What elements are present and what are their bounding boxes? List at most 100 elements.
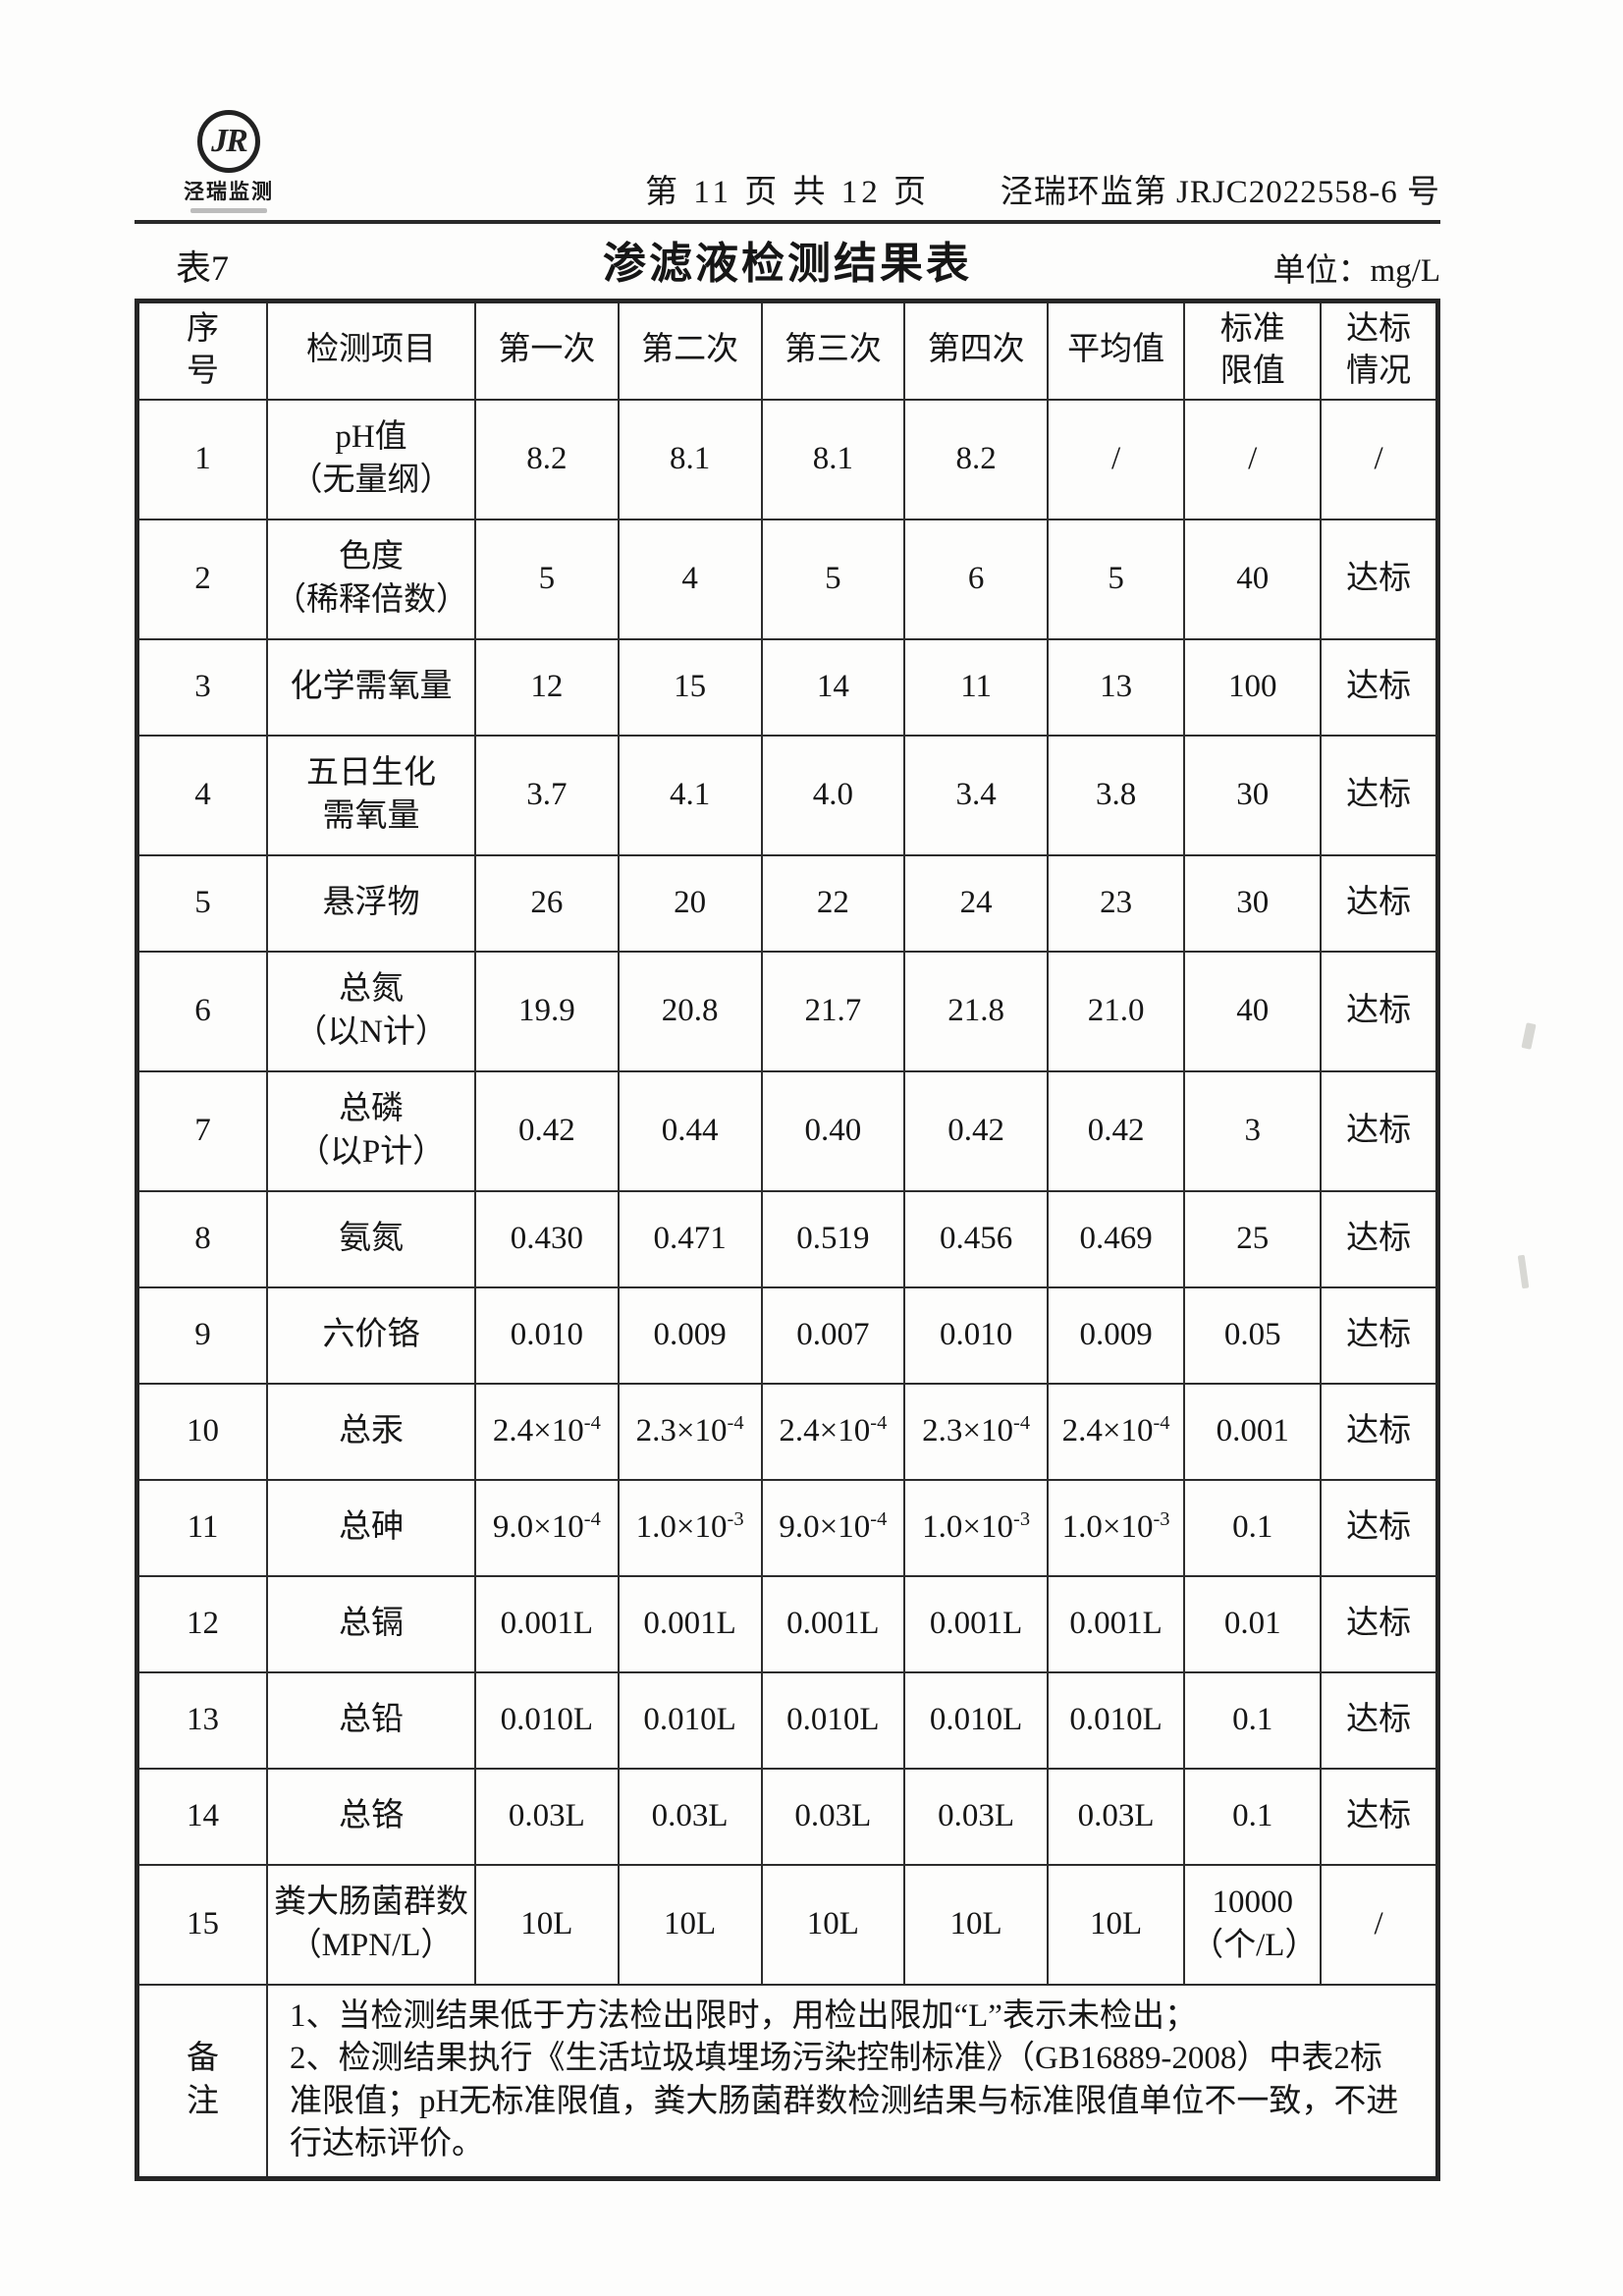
- cell-no: 11: [135, 1478, 268, 1577]
- cell-status: 达标: [1320, 1069, 1439, 1192]
- table-row: 3 化学需氧量 12 15 14 11 13 100 达标: [135, 637, 1439, 737]
- cell-v4: 10L: [903, 1863, 1049, 1986]
- cell-no: 1: [135, 398, 268, 520]
- cell-v2: 20.8: [617, 950, 763, 1072]
- cell-v4: 0.03L: [903, 1767, 1049, 1866]
- cell-limit: 0.01: [1183, 1574, 1323, 1673]
- cell-item: 悬浮物: [266, 853, 476, 953]
- table-row: 13 总铅 0.010L 0.010L 0.010L 0.010L 0.010L 0.1 达标: [135, 1670, 1439, 1770]
- cell-status: 达标: [1320, 950, 1439, 1072]
- cell-item: 总铅: [266, 1670, 476, 1770]
- cell-item: 色度 （稀释倍数）: [266, 518, 476, 640]
- col-header-test4: 第四次: [903, 300, 1049, 401]
- cell-v3: 0.001L: [760, 1574, 906, 1673]
- cell-v1: 0.010L: [474, 1670, 620, 1770]
- cell-avg: 3.8: [1046, 734, 1186, 856]
- cell-v3: 21.7: [760, 950, 906, 1072]
- cell-v1: 0.010: [474, 1285, 620, 1385]
- cell-status: 达标: [1320, 637, 1439, 737]
- remarks-line-2: 2、检测结果执行《生活垃圾填埋场污染控制标准》（GB16889-2008）中表2…: [290, 2041, 1399, 2162]
- cell-avg: 0.42: [1046, 1069, 1186, 1192]
- header-row: 序 号 检测项目 第一次 第二次 第三次 第四次 平均值 标准 限值 达标 情况: [135, 300, 1439, 401]
- remarks-content: 1、当检测结果低于方法检出限时，用检出限加“L”表示未检出； 2、检测结果执行《…: [266, 1983, 1439, 2180]
- cell-status: 达标: [1320, 1670, 1439, 1770]
- cell-status: 达标: [1320, 1382, 1439, 1481]
- cell-limit: 0.1: [1183, 1478, 1323, 1577]
- company-logo: JR 泾瑞监测: [170, 110, 288, 213]
- cell-avg: 0.009: [1046, 1285, 1186, 1385]
- cell-v4: 8.2: [903, 398, 1049, 520]
- cell-v3: 5: [760, 518, 906, 640]
- cell-limit: 0.001: [1183, 1382, 1323, 1481]
- cell-limit: 3: [1183, 1069, 1323, 1192]
- cell-avg: 0.001L: [1046, 1574, 1186, 1673]
- cell-limit: 0.1: [1183, 1767, 1323, 1866]
- cell-v2: 0.03L: [617, 1767, 763, 1866]
- cell-v4: 24: [903, 853, 1049, 953]
- cell-v3: 22: [760, 853, 906, 953]
- cell-no: 5: [135, 853, 268, 953]
- cell-v2: 4.1: [617, 734, 763, 856]
- col-header-test2: 第二次: [617, 300, 763, 401]
- cell-v1: 0.42: [474, 1069, 620, 1192]
- cell-status: /: [1320, 398, 1439, 520]
- cell-limit: 10000 （个/L）: [1183, 1863, 1323, 1986]
- cell-v3: 0.519: [760, 1189, 906, 1288]
- table-row: 8 氨氮 0.430 0.471 0.519 0.456 0.469 25 达标: [135, 1189, 1439, 1288]
- table-row: 14 总铬 0.03L 0.03L 0.03L 0.03L 0.03L 0.1 达标: [135, 1767, 1439, 1866]
- col-header-average: 平均值: [1046, 300, 1186, 401]
- cell-item: 总氮 （以N计）: [266, 950, 476, 1072]
- cell-item: 粪大肠菌群数 （MPN/L）: [266, 1863, 476, 1986]
- logo-monogram-icon: JR: [197, 110, 260, 173]
- table-row: 10 总汞 2.4×10-4 2.3×10-4 2.4×10-4 2.3×10-4 2.4×…: [135, 1382, 1439, 1481]
- cell-v4: 0.010: [903, 1285, 1049, 1385]
- cell-v3: 0.03L: [760, 1767, 906, 1866]
- cell-avg: 10L: [1046, 1863, 1186, 1986]
- cell-v2: 20: [617, 853, 763, 953]
- cell-item: pH值 （无量纲）: [266, 398, 476, 520]
- cell-avg: 13: [1046, 637, 1186, 737]
- cell-no: 3: [135, 637, 268, 737]
- page-number: 第 11 页 共 12 页: [644, 175, 931, 210]
- cell-v1: 10L: [474, 1863, 620, 1986]
- cell-v2: 15: [617, 637, 763, 737]
- cell-item: 五日生化 需氧量: [266, 734, 476, 856]
- table-row: 5 悬浮物 26 20 22 24 23 30 达标: [135, 853, 1439, 953]
- cell-limit: 0.05: [1183, 1285, 1323, 1385]
- cell-v3: 10L: [760, 1863, 906, 1986]
- page-content: JR 泾瑞监测 第 11 页 共 12 页 泾瑞环监第 JRJC2022558-…: [135, 0, 1440, 2181]
- cell-v3: 9.0×10-4: [760, 1478, 906, 1577]
- cell-v3: 0.007: [760, 1285, 906, 1385]
- table-label: 表7: [176, 248, 230, 288]
- cell-v2: 1.0×10-3: [617, 1478, 763, 1577]
- cell-v3: 8.1: [760, 398, 906, 520]
- cell-status: 达标: [1320, 1478, 1439, 1577]
- scan-artifact: [1521, 1022, 1537, 1050]
- cell-limit: 30: [1183, 853, 1323, 953]
- cell-item: 化学需氧量: [266, 637, 476, 737]
- cell-v2: 4: [617, 518, 763, 640]
- cell-item: 总汞: [266, 1382, 476, 1481]
- cell-v1: 0.001L: [474, 1574, 620, 1673]
- cell-item: 总磷 （以P计）: [266, 1069, 476, 1192]
- cell-v4: 21.8: [903, 950, 1049, 1072]
- document-number: 泾瑞环监第 JRJC2022558-6 号: [1000, 175, 1440, 210]
- cell-limit: 30: [1183, 734, 1323, 856]
- cell-avg: 0.010L: [1046, 1670, 1186, 1770]
- table-row: 9 六价铬 0.010 0.009 0.007 0.010 0.009 0.05 达标: [135, 1285, 1439, 1385]
- cell-item: 氨氮: [266, 1189, 476, 1288]
- cell-v2: 10L: [617, 1863, 763, 1986]
- page-header: JR 泾瑞监测 第 11 页 共 12 页 泾瑞环监第 JRJC2022558-…: [135, 0, 1440, 224]
- cell-v1: 12: [474, 637, 620, 737]
- cell-avg: 21.0: [1046, 950, 1186, 1072]
- cell-v4: 0.001L: [903, 1574, 1049, 1673]
- cell-status: 达标: [1320, 853, 1439, 953]
- logo-microtext: [190, 208, 267, 213]
- table-row: 1 pH值 （无量纲） 8.2 8.1 8.1 8.2// /: [135, 398, 1439, 520]
- cell-status: 达标: [1320, 1574, 1439, 1673]
- cell-avg: 5: [1046, 518, 1186, 640]
- cell-no: 15: [135, 1863, 268, 1986]
- cell-v1: 9.0×10-4: [474, 1478, 620, 1577]
- cell-item: 总镉: [266, 1574, 476, 1673]
- cell-v4: 11: [903, 637, 1049, 737]
